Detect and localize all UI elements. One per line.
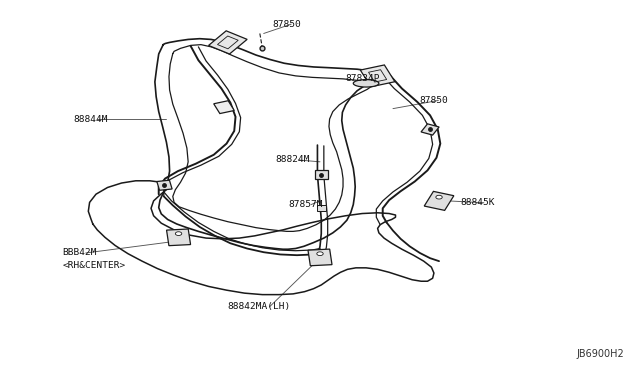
Bar xyxy=(157,180,172,190)
Bar xyxy=(369,70,387,82)
Bar xyxy=(315,170,328,179)
Text: 87857M: 87857M xyxy=(288,200,323,209)
Text: 87850: 87850 xyxy=(272,20,301,29)
Bar xyxy=(214,101,234,113)
Text: 88845K: 88845K xyxy=(461,198,495,207)
Bar xyxy=(218,36,238,49)
Ellipse shape xyxy=(353,80,379,87)
FancyBboxPatch shape xyxy=(360,65,395,87)
Text: 87850: 87850 xyxy=(419,96,448,105)
Circle shape xyxy=(317,252,323,256)
Text: 88824M: 88824M xyxy=(275,155,310,164)
Circle shape xyxy=(436,195,442,199)
Text: 88844M: 88844M xyxy=(74,115,108,124)
FancyBboxPatch shape xyxy=(424,191,454,211)
Text: BBB42M: BBB42M xyxy=(63,248,97,257)
FancyBboxPatch shape xyxy=(308,249,332,266)
Text: <RH&CENTER>: <RH&CENTER> xyxy=(63,262,126,270)
Text: JB6900H2: JB6900H2 xyxy=(576,349,624,359)
FancyBboxPatch shape xyxy=(166,229,191,246)
Circle shape xyxy=(175,232,182,235)
Text: 88842MA(LH): 88842MA(LH) xyxy=(227,302,291,311)
Text: 87834P: 87834P xyxy=(346,74,380,83)
Bar xyxy=(317,205,326,211)
Bar xyxy=(421,124,439,135)
FancyBboxPatch shape xyxy=(209,31,247,54)
